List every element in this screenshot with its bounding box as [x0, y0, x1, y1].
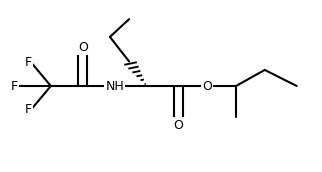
- Text: F: F: [25, 103, 32, 116]
- Text: O: O: [78, 41, 88, 54]
- Text: F: F: [11, 79, 18, 93]
- Text: O: O: [202, 79, 212, 93]
- Text: NH: NH: [105, 79, 124, 93]
- Text: O: O: [174, 119, 184, 132]
- Text: F: F: [25, 56, 32, 69]
